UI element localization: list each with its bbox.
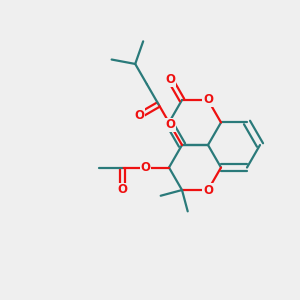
- Text: O: O: [203, 94, 213, 106]
- Text: O: O: [203, 184, 213, 196]
- Text: O: O: [117, 183, 127, 196]
- Text: O: O: [165, 118, 175, 131]
- Text: O: O: [141, 161, 151, 174]
- Text: O: O: [165, 73, 175, 86]
- Text: O: O: [134, 109, 145, 122]
